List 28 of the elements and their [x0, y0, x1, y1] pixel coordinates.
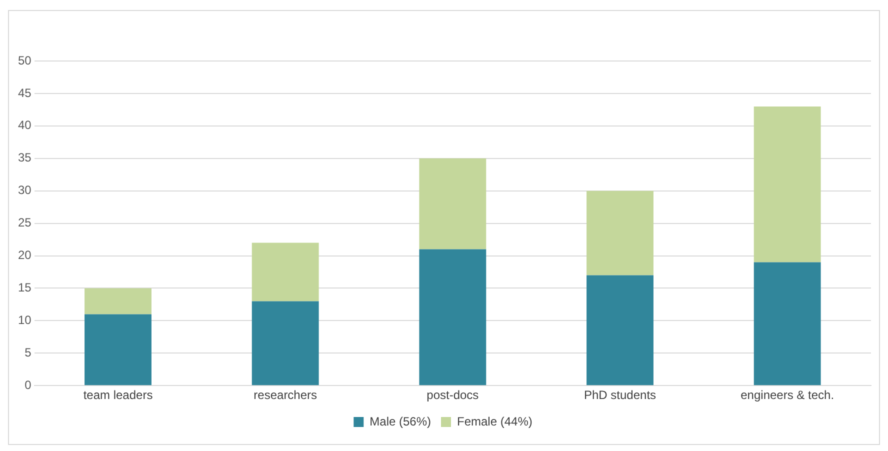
bar: [586, 190, 654, 276]
y-tick-label: 25: [18, 216, 32, 230]
bar: [754, 262, 821, 386]
x-tick-label: researchers: [254, 388, 318, 402]
y-tick-label: 40: [18, 118, 32, 132]
y-tick-label: 15: [18, 280, 32, 295]
y-tick-label: 30: [18, 183, 32, 198]
x-tick-label: PhD students: [584, 388, 656, 402]
y-tick-label: 0: [24, 378, 32, 392]
bar: [754, 106, 821, 262]
bar: [586, 275, 654, 386]
y-tick-label: 5: [24, 345, 32, 360]
bar: [252, 242, 319, 302]
bar: [252, 301, 319, 386]
legend-label: Female (44%): [457, 414, 532, 428]
bar: [84, 314, 152, 386]
y-tick-label: 20: [18, 248, 32, 262]
x-tick-label: post-docs: [426, 388, 479, 402]
bar: [419, 158, 486, 250]
y-tick-label: 45: [18, 86, 32, 100]
legend-label: Male (56%): [370, 414, 432, 428]
x-tick-label: team leaders: [83, 388, 153, 402]
bar: [84, 288, 152, 314]
x-tick-label: engineers & tech.: [740, 388, 834, 402]
y-tick-label: 35: [18, 150, 32, 165]
bar: [419, 249, 486, 386]
y-tick-label: 10: [18, 312, 32, 327]
y-tick-label: 50: [18, 53, 32, 68]
